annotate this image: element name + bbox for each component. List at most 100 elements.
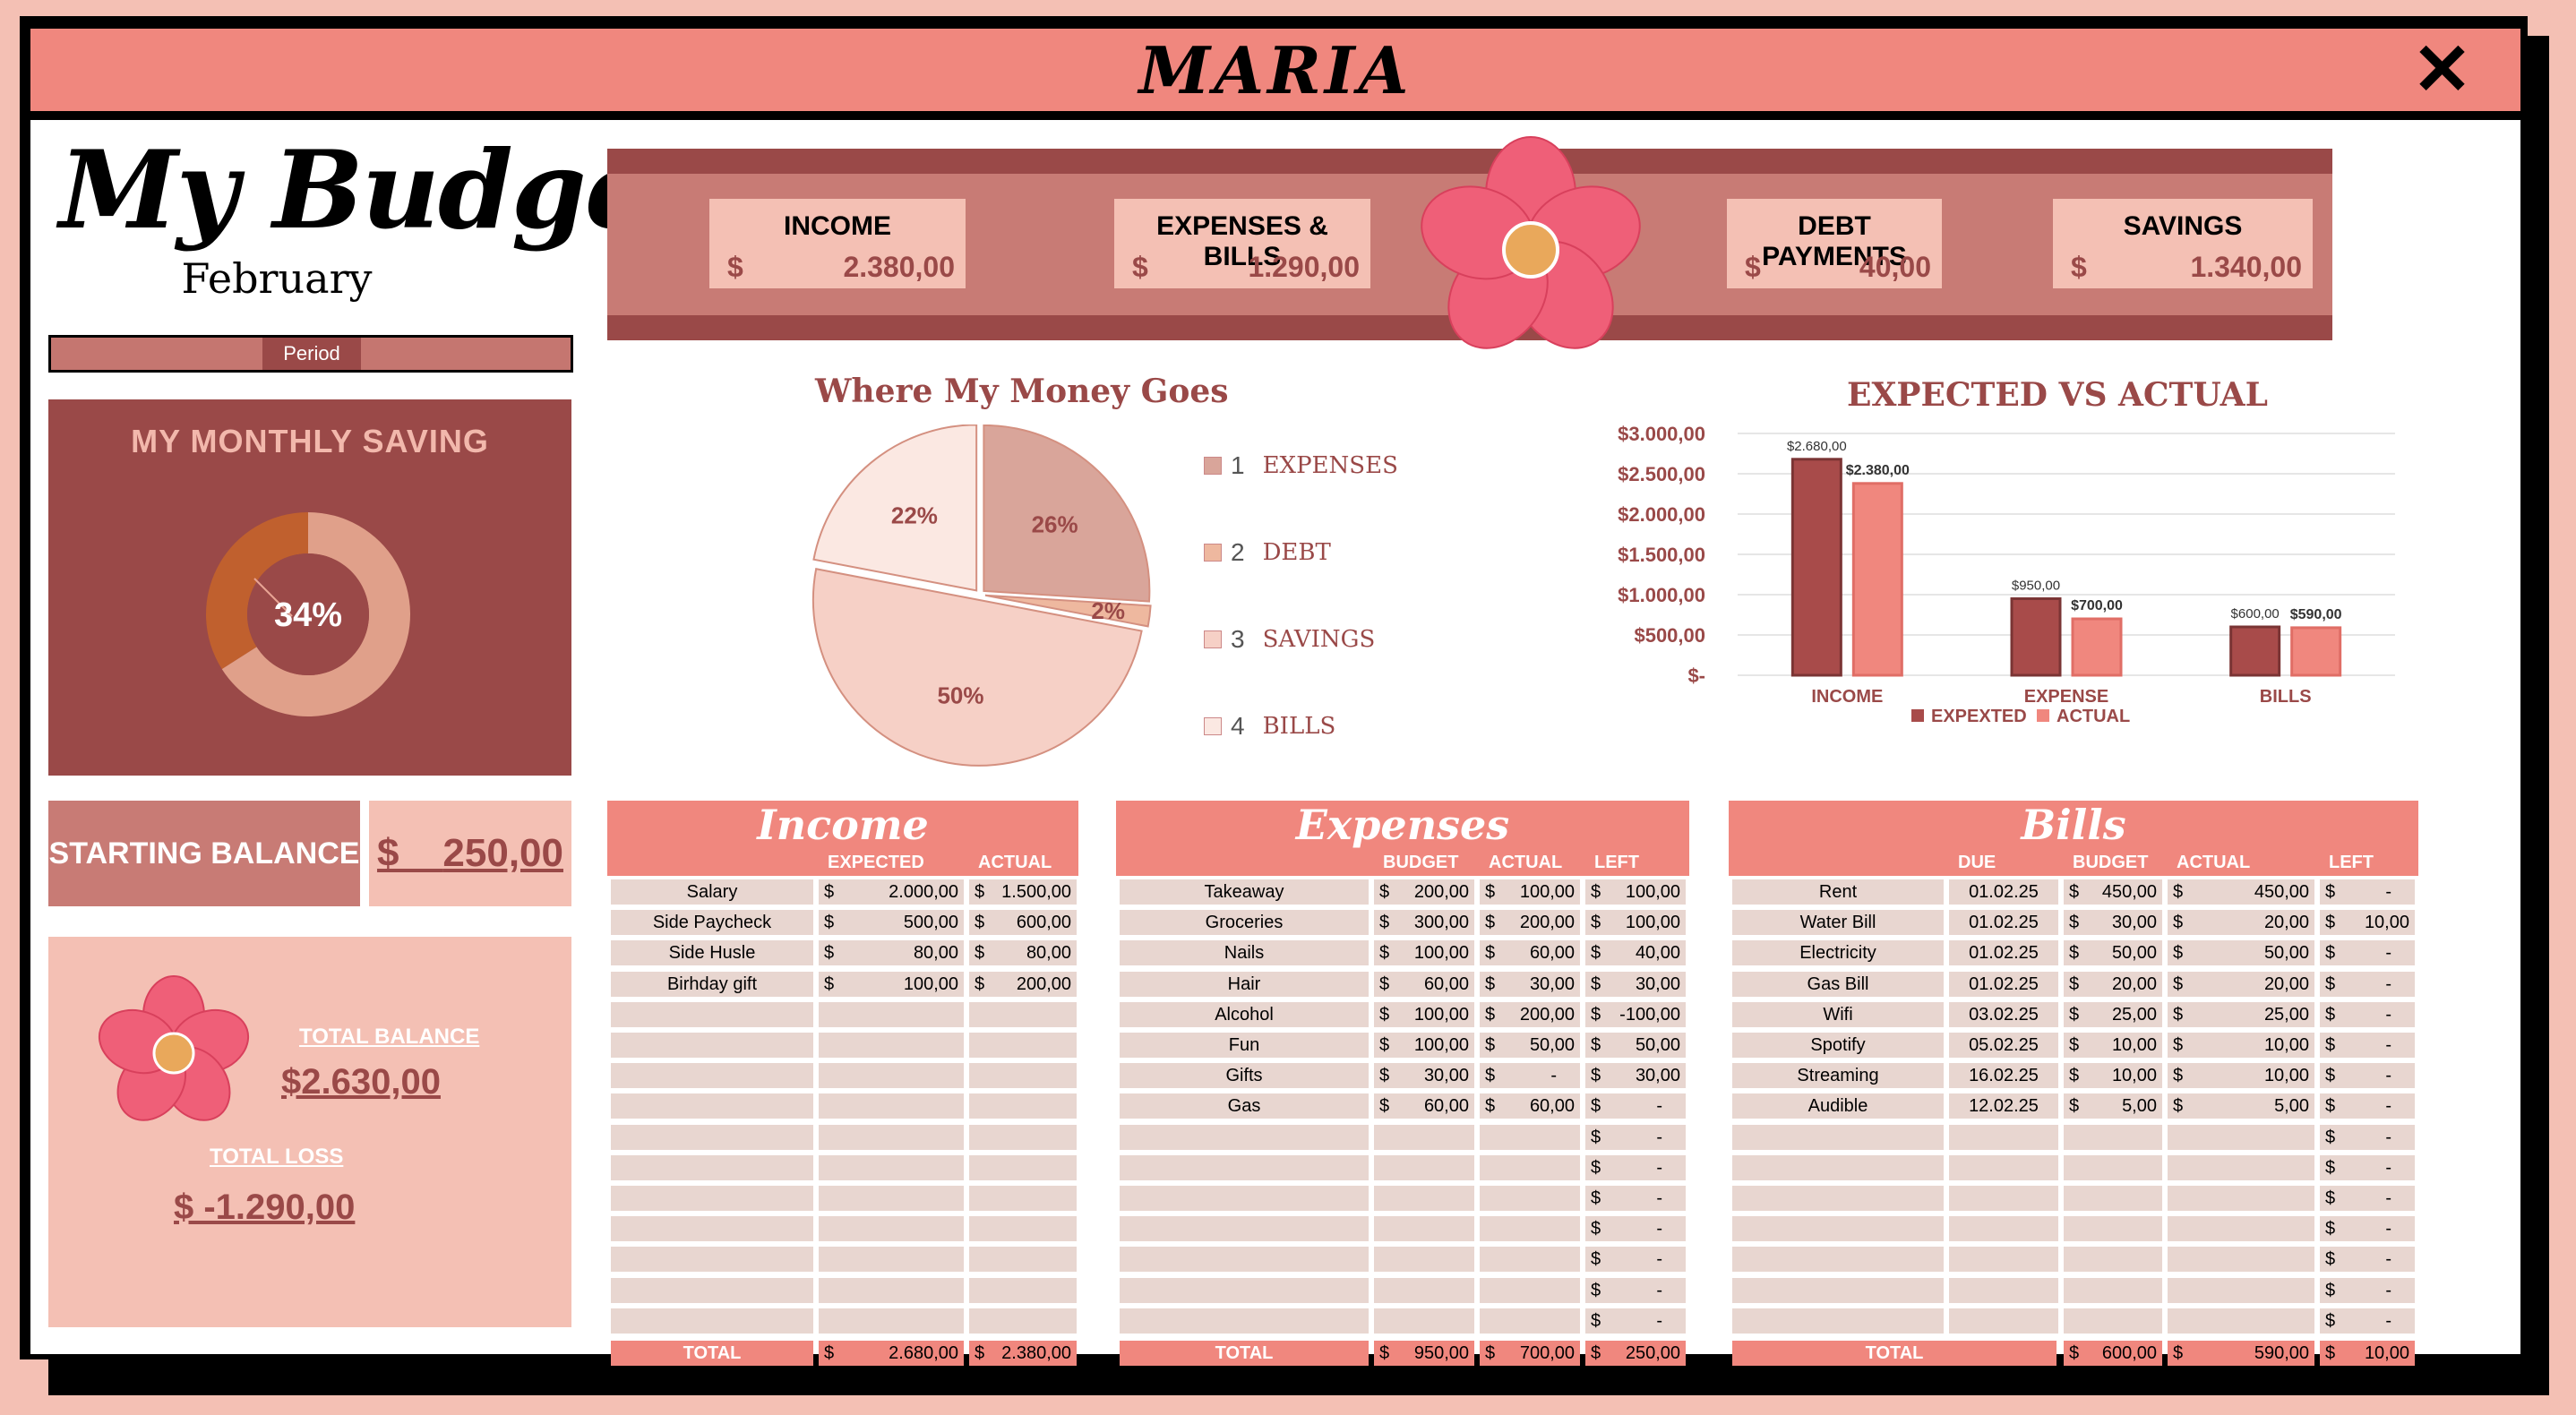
currency-symbol: $ [2325,1280,2336,1300]
currency-symbol: $ [1591,1157,1601,1178]
table-row[interactable]: $ - [1116,1308,1689,1334]
currency-symbol: $ [1379,1343,1390,1363]
table-row[interactable]: $ - [1729,1247,2418,1273]
table-row[interactable]: Side Paycheck $500,00 $600,00 [607,910,1078,936]
currency-symbol: $ [975,882,985,902]
table-row[interactable] [607,1308,1078,1334]
table-row[interactable] [607,1247,1078,1273]
table-cell [819,1124,964,1150]
bar-actual-income [1851,482,1903,677]
kpi-savings-currency: $ [2071,251,2087,283]
cell-value: - [2385,1280,2391,1300]
cell-value: 2.380,00 [1001,1343,1071,1363]
table-cell [969,1277,1077,1303]
table-cell: Gas Bill [1732,971,1944,997]
currency-symbol: $ [2325,1035,2336,1055]
page-title: My Budget [59,127,701,253]
starting-balance-value[interactable]: $ 250,00 [369,801,571,906]
table-row[interactable]: $ - [1116,1247,1689,1273]
table-row[interactable]: Hair $60,00 $30,00 $30,00 [1116,971,1689,997]
table-row[interactable]: Streaming 16.02.25 $10,00 $10,00 $ - [1729,1063,2418,1089]
table-cell: Fun [1120,1033,1369,1058]
table-cell [1480,1308,1580,1334]
tbl-expenses-title: Expenses [1295,801,1510,849]
cell-value: 20,00 [2263,913,2309,933]
table-row[interactable]: $ - [1729,1154,2418,1180]
currency-symbol: $ [1379,1035,1390,1055]
table-row[interactable]: $ - [1116,1124,1689,1150]
table-cell [819,1247,964,1273]
table-row[interactable]: $ - [1729,1277,2418,1303]
table-cell [2168,1186,2314,1211]
table-row[interactable]: $ - [1729,1186,2418,1211]
x-tick-label: BILLS [2260,687,2312,707]
table-row[interactable]: Side Husle $80,00 $80,00 [607,940,1078,966]
table-cell [969,1247,1077,1273]
table-row[interactable]: Groceries $300,00 $200,00 $100,00 [1116,910,1689,936]
currency-symbol: $ [2173,1096,2184,1117]
table-row[interactable]: Electricity 01.02.25 $50,00 $50,00 $ - [1729,940,2418,966]
table-cell: 01.02.25 [1949,910,2058,936]
table-cell: Hair [1120,971,1369,997]
table-row[interactable] [607,1124,1078,1150]
table-cell: Audible [1732,1093,1944,1119]
table-row[interactable]: Takeaway $200,00 $100,00 $100,00 [1116,879,1689,905]
bar-expexted-expense [2010,597,2062,677]
bills-table: Bills DUE BUDGET ACTUAL LEFT Rent 01.02.25 $450… [1729,801,2418,1366]
table-row[interactable]: $ - [1729,1124,2418,1150]
table-row[interactable]: Spotify 05.02.25 $10,00 $10,00 $ - [1729,1033,2418,1058]
cell-value: 590,00 [2254,1343,2309,1363]
table-cell: $100,00 [1585,879,1686,905]
table-cell: $ - [1480,1063,1580,1089]
table-row[interactable] [607,1186,1078,1211]
table-row[interactable]: Rent 01.02.25 $450,00 $450,00 $ - [1729,879,2418,905]
cell-value: 700,00 [1519,1343,1575,1363]
table-row[interactable] [607,1216,1078,1242]
table-row[interactable]: Wifi 03.02.25 $25,00 $25,00 $ - [1729,1001,2418,1027]
pie-slice-debt [984,594,1152,628]
month-label: February [181,254,373,303]
table-row[interactable] [607,1033,1078,1058]
table-row[interactable]: $ - [1116,1277,1689,1303]
currency-symbol: $ [824,973,835,994]
period-bar[interactable]: Period [48,335,573,373]
table-cell [1374,1124,1474,1150]
currency-symbol: $ [1591,1249,1601,1270]
table-row[interactable] [607,1093,1078,1119]
table-row[interactable]: Birhday gift $100,00 $200,00 [607,971,1078,997]
table-cell: Side Husle [611,940,813,966]
table-row[interactable] [607,1001,1078,1027]
table-row[interactable]: Gas $60,00 $60,00 $ - [1116,1093,1689,1119]
table-row[interactable]: Water Bill 01.02.25 $30,00 $20,00 $10,00 [1729,910,2418,936]
table-row[interactable]: $ - [1729,1308,2418,1334]
table-row[interactable]: $ - [1116,1216,1689,1242]
table-cell: $80,00 [819,940,964,966]
table-row[interactable]: Fun $100,00 $50,00 $50,00 [1116,1033,1689,1058]
bar-data-label: $600,00 [2231,606,2280,622]
cell-value: 10,00 [2111,1035,2157,1055]
table-row[interactable] [607,1277,1078,1303]
cell-value: 600,00 [2101,1343,2157,1363]
table-row[interactable]: $ - [1729,1216,2418,1242]
cell-value: - [1656,1157,1662,1178]
table-row[interactable]: Alcohol $100,00 $200,00 $ -100,00 [1116,1001,1689,1027]
close-icon[interactable]: ✕ [2411,30,2472,109]
table-row[interactable]: $ - [1116,1186,1689,1211]
table-row[interactable] [607,1063,1078,1089]
table-row[interactable]: Gifts $30,00 $ - $30,00 [1116,1063,1689,1089]
cell-value: - [2385,1310,2391,1331]
currency-symbol: $ [2325,1310,2336,1331]
table-cell: Streaming [1732,1063,1944,1089]
table-row[interactable]: Nails $100,00 $60,00 $40,00 [1116,940,1689,966]
table-cell [2064,1124,2162,1150]
table-row[interactable]: Audible 12.02.25 $5,00 $5,00 $ - [1729,1093,2418,1119]
cell-value: - [2385,1249,2391,1270]
table-cell: $30,00 [1374,1063,1474,1089]
table-row[interactable]: $ - [1116,1154,1689,1180]
table-row[interactable]: Salary $2.000,00 $1.500,00 [607,879,1078,905]
legend-label: EXPENSES [1262,452,1398,479]
table-cell: Gifts [1120,1063,1369,1089]
table-row[interactable] [607,1154,1078,1180]
pie-slice-savings [811,568,1143,767]
table-row[interactable]: Gas Bill 01.02.25 $20,00 $20,00 $ - [1729,971,2418,997]
